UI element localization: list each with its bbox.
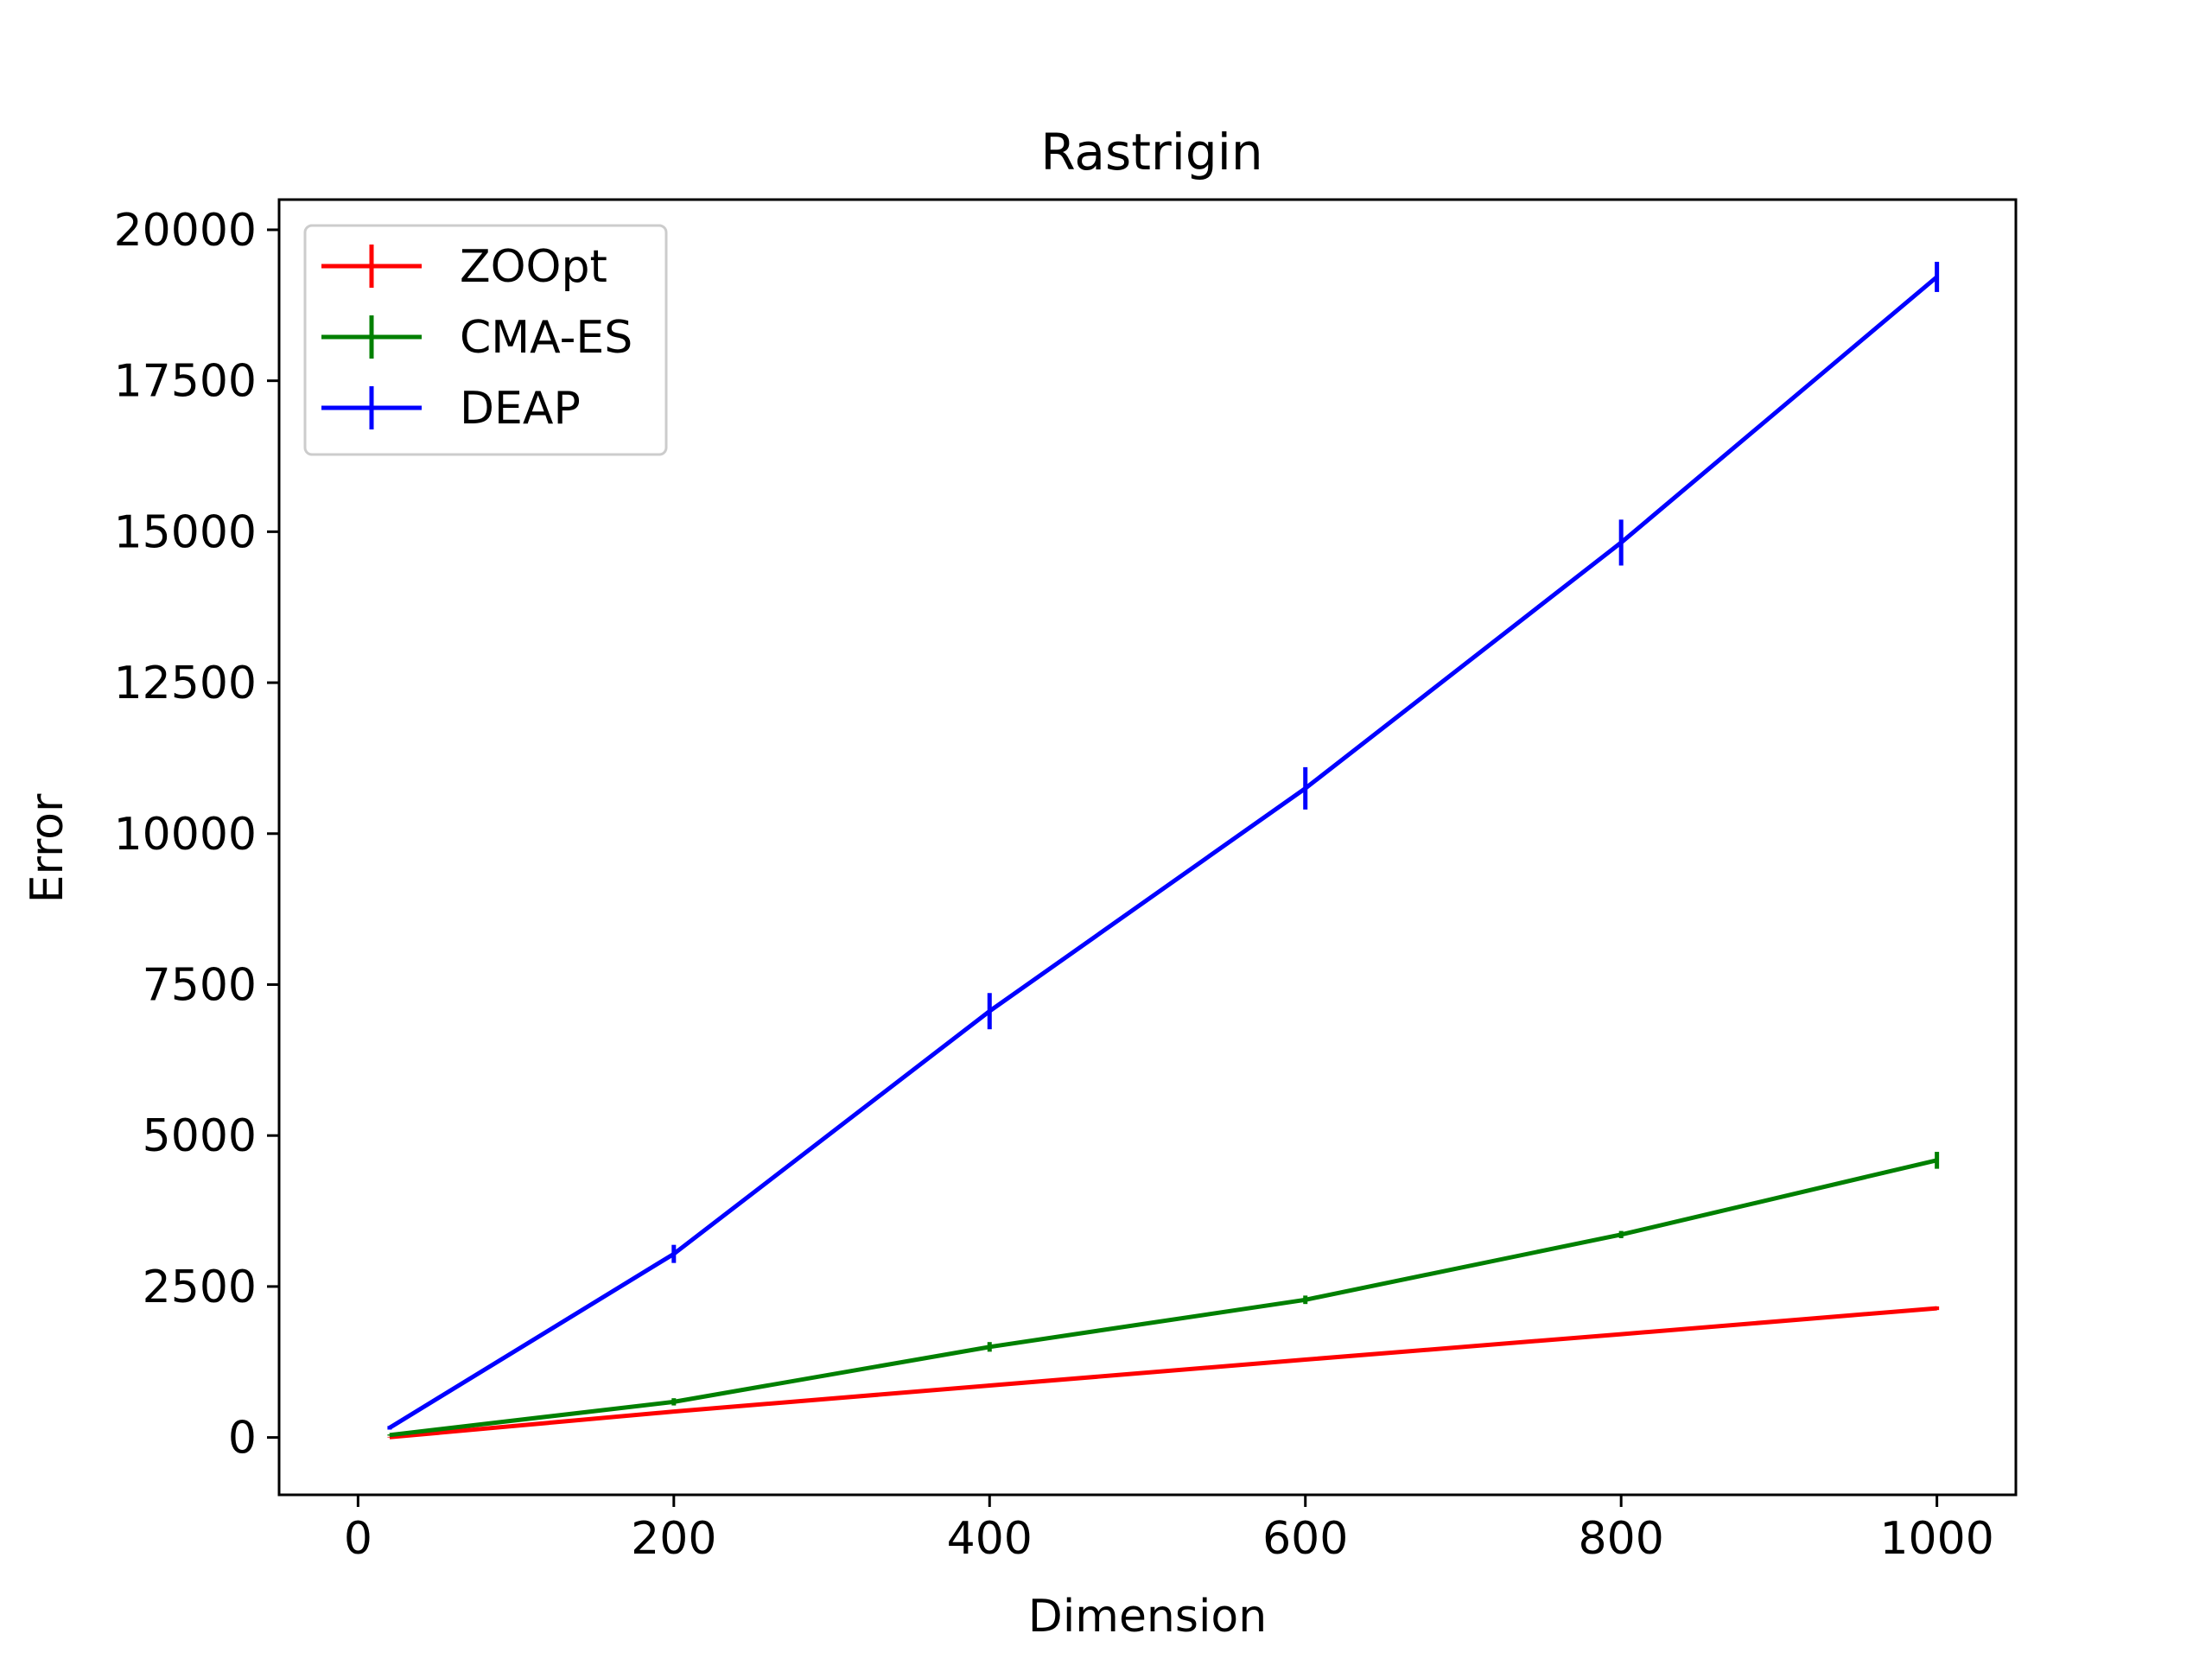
y-tick-label: 15000 [114, 506, 257, 558]
y-tick-label: 2500 [143, 1262, 257, 1313]
series-line-cma-es [389, 1158, 1938, 1438]
chart-title: Rastrigin [1040, 123, 1262, 181]
y-tick-label: 5000 [143, 1110, 257, 1162]
y-tick-label: 17500 [114, 356, 257, 408]
x-tick-label: 400 [947, 1513, 1033, 1565]
legend-label-deap: DEAP [460, 383, 581, 435]
axes-frame [277, 198, 2018, 1497]
y-tick-label: 7500 [143, 959, 257, 1011]
plot-area [387, 261, 1940, 1440]
x-tick-label: 1000 [1879, 1513, 1993, 1565]
x-tick-label: 200 [631, 1513, 716, 1565]
series-line-zoopt [389, 1306, 1937, 1440]
legend-box [303, 224, 668, 456]
y-axis-label: Error [22, 793, 73, 903]
y-tick-label: 0 [228, 1413, 257, 1465]
y-tick-label: 20000 [114, 205, 257, 257]
y-tick-label: 12500 [114, 658, 257, 709]
x-axis-label: Dimension [1028, 1591, 1267, 1643]
legend: ZOOpt CMA-ES DEAP [303, 224, 668, 456]
x-tick-label: 800 [1579, 1513, 1664, 1565]
y-tick-label: 10000 [114, 809, 257, 861]
legend-label-zoopt: ZOOpt [460, 241, 607, 293]
x-tick-label: 0 [344, 1513, 372, 1565]
y-axis: 0 2500 5000 7500 10000 12500 15000 17500 20000 [114, 205, 279, 1465]
x-axis: 0 200 400 600 800 1000 [344, 1495, 1994, 1565]
series-line-deap [388, 275, 1939, 1430]
x-tick-label: 600 [1262, 1513, 1348, 1565]
legend-label-cma-es: CMA-ES [460, 312, 632, 364]
